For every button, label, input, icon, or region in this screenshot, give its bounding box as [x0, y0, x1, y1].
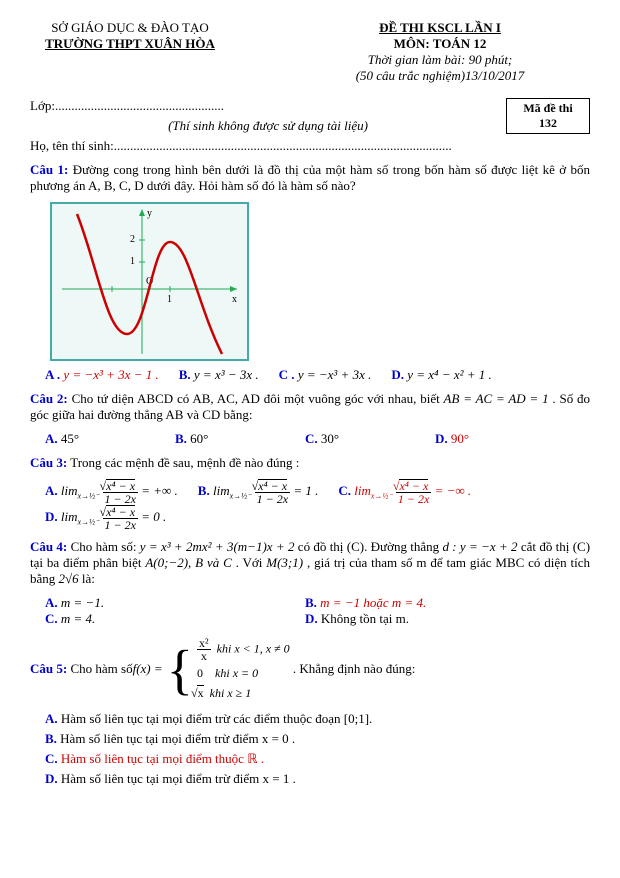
q4-B: m = −1 hoặc m = 4. [320, 595, 426, 610]
q3-label: Câu 3: [30, 455, 67, 470]
q1-A: y = −x³ + 3x − 1 . [63, 367, 158, 382]
code-label: Mã đề thi [513, 101, 583, 116]
svg-text:2: 2 [130, 234, 135, 245]
q4-t4: . Với [236, 555, 267, 570]
q1-text: Đường cong trong hình bên dưới là đồ thị… [30, 162, 590, 193]
class-dots [55, 98, 224, 113]
name-label: Họ, tên thí sinh: [30, 138, 114, 153]
question-4: Câu 4: Cho hàm số: y = x³ + 2mx² + 3(m−1… [30, 539, 590, 587]
header-left: SỞ GIÁO DỤC & ĐÀO TẠO TRƯỜNG THPT XUÂN H… [30, 20, 230, 84]
q4-pts: A(0;−2), B và C [145, 555, 231, 570]
question-2: Câu 2: Cho tứ diện ABCD có AB, AC, AD đô… [30, 391, 590, 423]
q1-graph: O x y 1 1 2 [50, 202, 249, 361]
q5-t1: Cho hàm số [70, 661, 132, 677]
q4-label: Câu 4: [30, 539, 67, 554]
q2-A: 45° [61, 431, 79, 446]
q4-options: A. m = −1. B. m = −1 hoặc m = 4. C. m = … [45, 595, 590, 627]
q2-D: 90° [451, 431, 469, 446]
subject: MÔN: TOÁN 12 [290, 36, 590, 52]
q4-fn: y = x³ + 2mx² + 3(m−1)x + 2 [140, 539, 295, 554]
q5-label: Câu 5: [30, 661, 67, 677]
question-1: Câu 1: Đường cong trong hình bên dưới là… [30, 162, 590, 194]
school: TRƯỜNG THPT XUÂN HÒA [30, 36, 230, 52]
q5-C: Hàm số liên tục tại mọi điểm thuộc ℝ . [61, 751, 264, 766]
q5-D: Hàm số liên tục tại mọi điểm trừ điểm x … [61, 771, 296, 786]
ministry: SỞ GIÁO DỤC & ĐÀO TẠO [30, 20, 230, 36]
q5-B: Hàm số liên tục tại mọi điểm trừ điểm x … [60, 731, 295, 746]
exam-title: ĐỀ THI KSCL LẦN I [290, 20, 590, 36]
code-value: 132 [513, 116, 583, 131]
q5-piecewise: { x²x khi x < 1, x ≠ 0 0 khi x = 0 x khi… [167, 635, 290, 703]
q1-label: Câu 1: [30, 162, 68, 177]
q1-options: A . y = −x³ + 3x − 1 . B. y = x³ − 3x . … [45, 367, 590, 383]
q2-label: Câu 2: [30, 391, 68, 406]
q2-C: 30° [321, 431, 339, 446]
q4-area: 2√6 [59, 571, 79, 586]
q3-A: limx→½⁻ x⁴ − x1 − 2x = +∞ . [61, 483, 178, 498]
q5-t2: . Khẳng định nào đúng: [293, 661, 415, 677]
q3-B: limx→½⁻ x⁴ − x1 − 2x = 1 . [213, 483, 318, 498]
page-header: SỞ GIÁO DỤC & ĐÀO TẠO TRƯỜNG THPT XUÂN H… [30, 20, 590, 84]
q5-A: Hàm số liên tục tại mọi điểm trừ các điể… [61, 711, 372, 726]
name-dots2 [283, 138, 452, 153]
duration: Thời gian làm bài: 90 phút; [290, 52, 590, 68]
q3-options: A. limx→½⁻ x⁴ − x1 − 2x = +∞ . B. limx→½… [45, 479, 590, 531]
q1-B: y = x³ − 3x . [194, 367, 259, 382]
graph-svg: O x y 1 1 2 [52, 204, 247, 359]
q1-C: y = −x³ + 3x . [298, 367, 372, 382]
q1-D: y = x⁴ − x² + 1 . [407, 367, 492, 382]
q4-M: M(3;1) [266, 555, 303, 570]
q4-t2: có đồ thị (C). Đường thẳng [298, 539, 443, 554]
class-row: Lớp: Mã đề thi 132 [30, 98, 590, 114]
name-row: Họ, tên thí sinh: [30, 138, 590, 154]
q4-D: Không tồn tại m. [321, 611, 409, 626]
header-right: ĐỀ THI KSCL LẦN I MÔN: TOÁN 12 Thời gian… [290, 20, 590, 84]
class-label: Lớp: [30, 98, 55, 113]
name-dots [114, 138, 283, 153]
q4-A: m = −1. [61, 595, 104, 610]
svg-text:x: x [232, 294, 237, 305]
svg-text:1: 1 [130, 256, 135, 267]
q2-options: A. 45° B. 60° C. 30° D. 90° [45, 431, 590, 447]
q3-text: Trong các mệnh đề sau, mệnh đề nào đúng … [70, 455, 299, 470]
q2-B: 60° [190, 431, 208, 446]
exam-code-box: Mã đề thi 132 [506, 98, 590, 134]
svg-text:y: y [147, 208, 152, 219]
q5-fx: f(x) = [133, 661, 163, 677]
svg-text:1: 1 [167, 294, 172, 305]
q3-D: limx→½⁻ x⁴ − x1 − 2x = 0 . [61, 509, 166, 524]
q2-text1: Cho tứ diện ABCD có AB, AC, AD đôi một v… [72, 391, 444, 406]
q2-text2: AB = AC = AD = 1 [444, 391, 549, 406]
question-5: Câu 5: Cho hàm số f(x) = { x²x khi x < 1… [30, 635, 590, 703]
q4-t1: Cho hàm số: [71, 539, 140, 554]
q4-t6: là: [82, 571, 95, 586]
detail: (50 câu trắc nghiệm)13/10/2017 [290, 68, 590, 84]
q4-C: m = 4. [61, 611, 95, 626]
q3-C: limx→½⁻ x⁴ − x1 − 2x = −∞ . [354, 483, 471, 498]
q5-options: A. Hàm số liên tục tại mọi điểm trừ các … [45, 711, 590, 787]
question-3: Câu 3: Trong các mệnh đề sau, mệnh đề nà… [30, 455, 590, 471]
q4-line: d : y = −x + 2 [442, 539, 517, 554]
